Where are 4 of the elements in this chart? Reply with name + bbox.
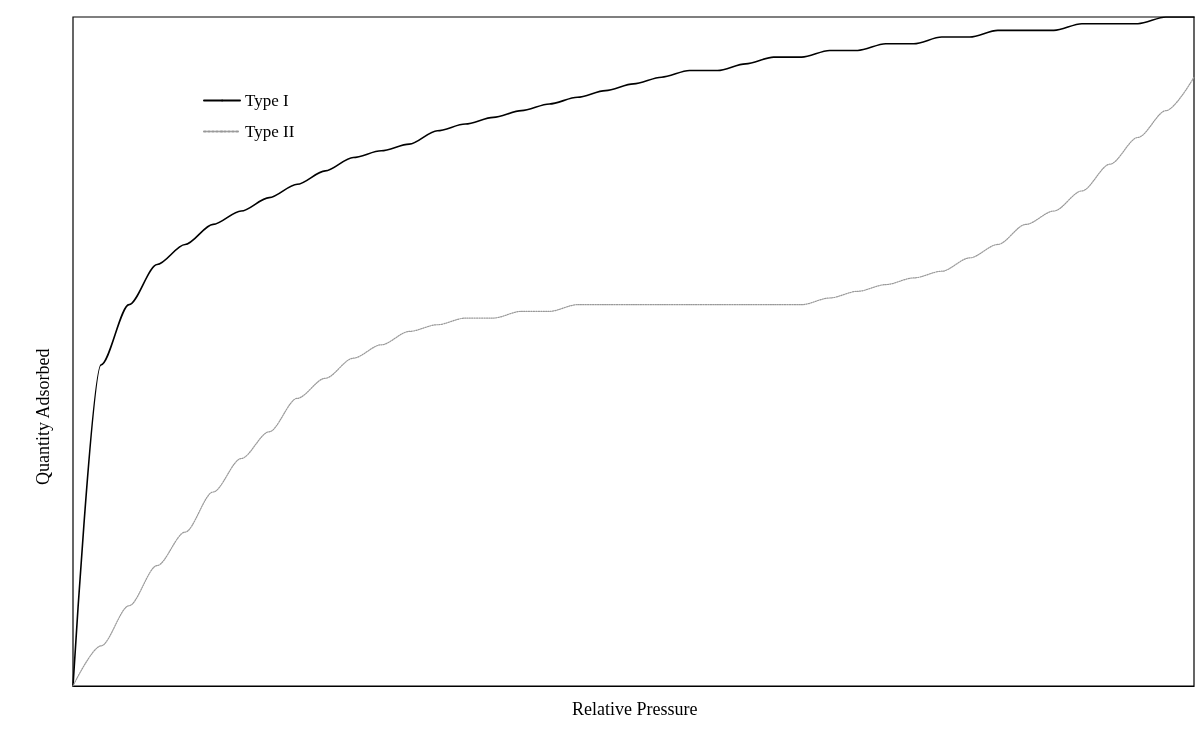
- legend-label: Type I: [245, 91, 289, 110]
- legend-label: Type II: [245, 122, 295, 141]
- y-axis-title: Quantity Adsorbed: [33, 348, 53, 485]
- x-axis-title: Relative Pressure: [572, 699, 698, 719]
